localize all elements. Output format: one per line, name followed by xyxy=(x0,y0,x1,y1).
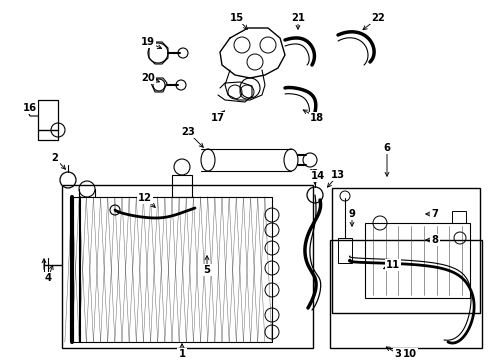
Bar xyxy=(62,185,312,348)
Bar xyxy=(337,238,351,263)
Text: 18: 18 xyxy=(309,113,324,123)
Text: 8: 8 xyxy=(430,235,438,245)
Bar xyxy=(451,211,465,223)
Text: 20: 20 xyxy=(141,73,155,83)
Text: 17: 17 xyxy=(210,113,224,123)
Text: 19: 19 xyxy=(141,37,155,47)
Bar xyxy=(38,100,58,140)
Text: 4: 4 xyxy=(44,273,51,283)
Text: 2: 2 xyxy=(311,169,318,179)
Text: 11: 11 xyxy=(385,260,399,270)
Text: 12: 12 xyxy=(138,193,152,203)
Text: 13: 13 xyxy=(330,170,345,180)
Text: 16: 16 xyxy=(23,103,37,113)
Text: 14: 14 xyxy=(310,171,325,181)
Text: 3: 3 xyxy=(394,349,401,359)
Text: 1: 1 xyxy=(178,349,185,359)
Text: 15: 15 xyxy=(229,13,244,23)
Text: 22: 22 xyxy=(370,13,384,23)
Bar xyxy=(72,197,271,342)
Text: 21: 21 xyxy=(290,13,305,23)
Text: 6: 6 xyxy=(383,143,390,153)
Text: 7: 7 xyxy=(431,209,438,219)
Text: 2: 2 xyxy=(51,153,59,163)
Bar xyxy=(172,175,192,197)
Text: 10: 10 xyxy=(402,349,416,359)
Bar xyxy=(329,240,481,348)
Bar xyxy=(364,223,469,298)
Bar xyxy=(331,188,479,313)
Text: 5: 5 xyxy=(203,265,210,275)
Text: 9: 9 xyxy=(348,209,355,219)
Text: 23: 23 xyxy=(181,127,195,137)
